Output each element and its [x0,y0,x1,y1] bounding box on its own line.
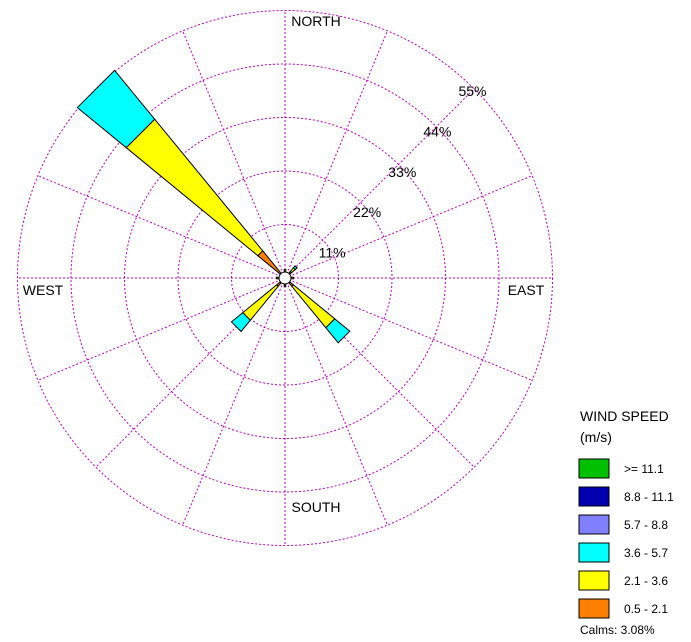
grid-spoke [182,277,286,526]
grid-spoke [284,175,533,279]
legend-items: >= 11.1 8.8 - 11.1 5.7 - 8.8 3.6 - 5.7 2.1 -… [578,458,674,619]
petal-segment [76,69,156,149]
petal-segment [292,265,298,271]
grid-spoke [284,30,388,279]
south-label: SOUTH [292,499,341,515]
grid-ring [177,170,393,386]
ring-label: 22% [353,204,381,220]
legend-label: >= 11.1 [624,462,664,476]
ring-label: 33% [388,164,416,180]
legend-swatch [578,486,610,507]
grid-spoke [284,277,388,526]
polar-grid [17,10,553,546]
legend-swatch [578,542,610,563]
legend-label: 5.7 - 8.8 [624,518,668,532]
grid-spoke [37,277,286,381]
legend-label: 0.5 - 2.1 [624,602,668,616]
grid-spoke [182,30,286,279]
legend-label: 8.8 - 11.1 [624,490,674,504]
west-label: WEST [23,282,64,298]
legend-swatch [578,514,610,535]
ring-label: 44% [423,123,451,139]
grid-ring [17,10,553,546]
grid-spoke [284,88,475,279]
calm-circle [278,271,292,285]
legend-title: WIND SPEED [580,408,669,424]
wind-petals [76,69,351,344]
ring-labels: 11% 22% 33% 44% 55% [319,83,487,261]
legend-unit: (m/s) [580,429,612,445]
petal-segment [257,250,282,275]
legend-label: 2.1 - 3.6 [624,574,668,588]
grid-spoke [284,277,533,381]
petal-segment [291,284,336,329]
legend-label: 3.6 - 5.7 [624,546,668,560]
legend-swatch [578,570,610,591]
north-label: NORTH [291,13,341,29]
petal-segment [325,318,351,344]
legend-swatch [578,598,610,619]
ring-label: 11% [319,245,346,261]
petal-segment [125,118,264,257]
legend: WIND SPEED (m/s) >= 11.1 8.8 - 11.1 5.7 - … [578,408,674,637]
legend-swatch [578,458,610,479]
ring-label: 55% [458,83,486,99]
petal-segment [230,311,252,333]
calms-label: Calms: 3.08% [580,623,655,637]
petal-segment [242,284,279,321]
grid-spoke [37,175,286,279]
east-label: EAST [508,282,545,298]
